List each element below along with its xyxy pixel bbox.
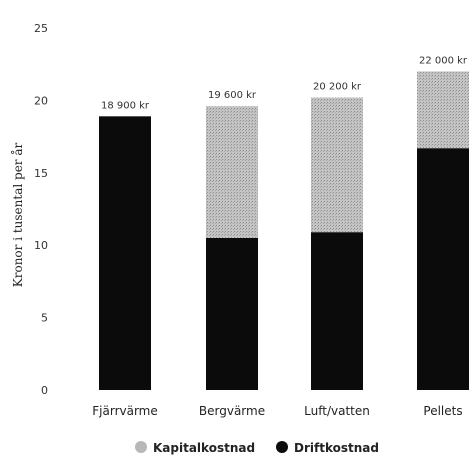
bars: [99, 71, 469, 390]
bar-total-label: 20 200 kr: [313, 82, 362, 93]
bar-total-label: 22 000 kr: [419, 55, 468, 66]
bar-kapitalkostnad-3: [311, 97, 363, 233]
legend-swatch-kapitalkostnad: [135, 441, 147, 453]
y-axis-label: Kronor i tusental per år: [10, 143, 25, 288]
x-category-label: Fjärrvärme: [92, 404, 158, 418]
x-category-label: Pellets: [423, 404, 462, 418]
y-tick-label: 25: [34, 22, 48, 35]
legend: Kapitalkostnad Driftkostnad: [135, 441, 379, 455]
y-tick-label: 5: [41, 312, 48, 325]
legend-label-kapitalkostnad: Kapitalkostnad: [153, 441, 255, 455]
data-labels: 18 900 kr 19 600 kr 20 200 kr 22 000 kr: [101, 55, 468, 111]
y-tick-label: 10: [34, 239, 48, 252]
y-tick-label: 0: [41, 384, 48, 397]
bar-driftkostnad-4: [417, 148, 469, 390]
bar-driftkostnad-1: [99, 116, 151, 390]
bar-total-label: 19 600 kr: [208, 90, 257, 101]
bar-kapitalkostnad-2: [206, 106, 258, 238]
y-tick-label: 20: [34, 94, 48, 107]
x-axis-categories: Fjärrvärme Bergvärme Luft/vatten Pellets: [92, 404, 462, 418]
legend-swatch-driftkostnad: [276, 441, 288, 453]
x-category-label: Luft/vatten: [304, 404, 370, 418]
bar-total-label: 18 900 kr: [101, 100, 150, 111]
bar-kapitalkostnad-4: [417, 71, 469, 149]
y-axis-ticks: 0 5 10 15 20 25: [34, 22, 48, 397]
x-category-label: Bergvärme: [199, 404, 265, 418]
legend-label-driftkostnad: Driftkostnad: [294, 441, 379, 455]
y-tick-label: 15: [34, 167, 48, 180]
bar-driftkostnad-2: [206, 237, 258, 390]
bar-driftkostnad-3: [311, 232, 363, 390]
